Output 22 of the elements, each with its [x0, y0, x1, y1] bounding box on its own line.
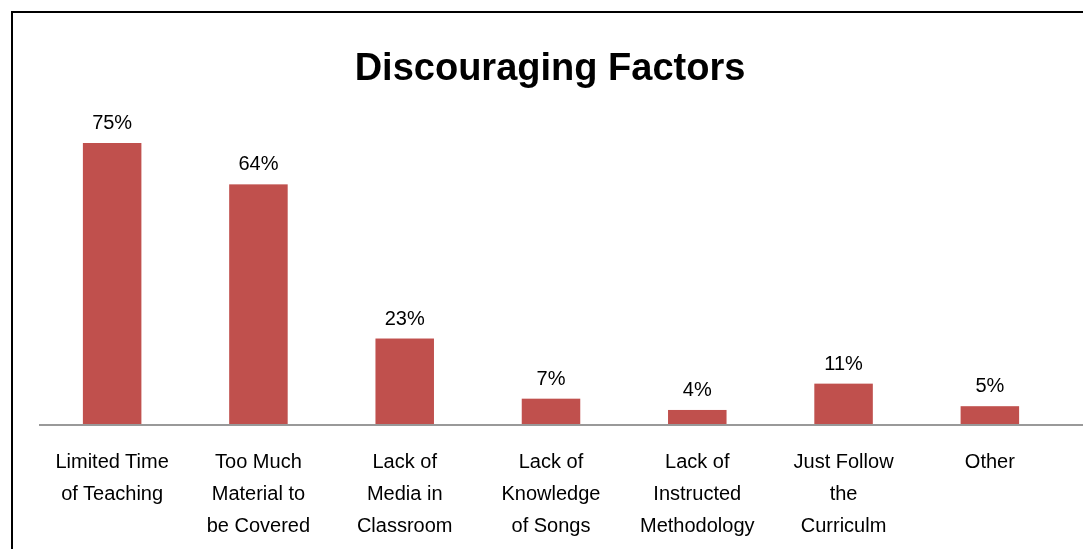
x-tick-label: Just Follow the Curriculm: [793, 450, 895, 536]
bar: [521, 398, 581, 425]
bar: [229, 184, 288, 425]
bar: [82, 143, 142, 425]
x-tick-label: Limited Time of Teaching: [55, 450, 169, 504]
data-label: 64%: [238, 152, 279, 175]
x-tick-label: Other: [964, 450, 1016, 472]
data-label: 11%: [824, 351, 864, 374]
data-label: 7%: [536, 366, 566, 389]
bar: [960, 406, 1020, 425]
x-tick-label: Lack of Media in Classroom: [356, 450, 453, 536]
data-label: 75%: [92, 111, 133, 133]
chart-title: Discouraging Factors: [354, 46, 746, 88]
bar: [668, 409, 727, 425]
bar: [814, 383, 873, 425]
x-tick-label: Lack of Knowledge of Songs: [501, 450, 601, 536]
x-tick-label: Lack of Instructed Methodology: [640, 450, 755, 536]
x-tick-label: Too Much Material to be Covered: [206, 450, 311, 536]
data-label: 23%: [384, 306, 425, 329]
data-label: 4%: [682, 377, 712, 400]
data-label: 5%: [975, 374, 1005, 397]
bar: [375, 338, 434, 425]
